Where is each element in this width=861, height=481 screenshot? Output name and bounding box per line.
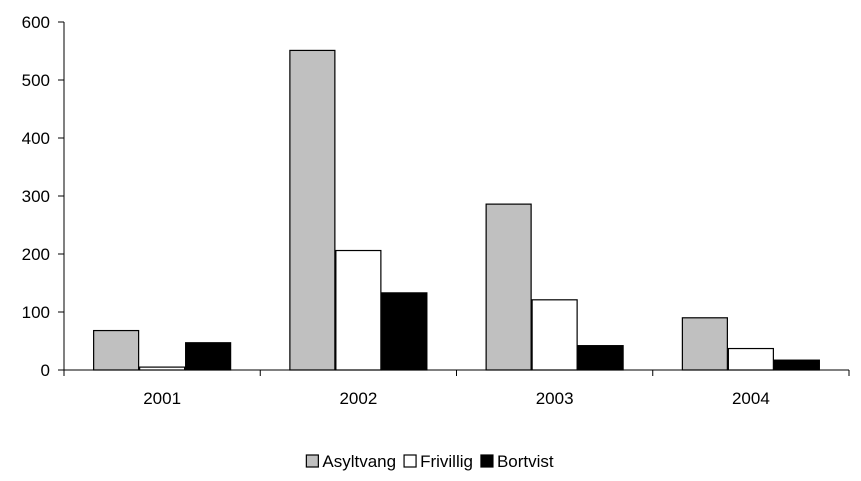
bar <box>773 359 820 371</box>
legend: Asyltvang Frivillig Bortvist <box>305 452 554 471</box>
bar <box>185 342 232 371</box>
y-tick-label: 600 <box>22 13 50 32</box>
bars <box>93 49 820 371</box>
legend-swatch <box>403 454 417 468</box>
legend-label: Frivillig <box>420 452 473 471</box>
legend-label: Asyltvang <box>322 452 396 471</box>
y-tick-label: 300 <box>22 187 50 206</box>
bar <box>485 203 532 371</box>
y-axis: 0 100 200 300 400 500 600 <box>22 13 65 380</box>
x-tick-label: 2003 <box>536 389 574 408</box>
bar <box>139 366 186 371</box>
bar <box>289 49 336 371</box>
legend-swatch <box>305 454 319 468</box>
x-axis: 2001 2002 2003 2004 <box>63 369 850 408</box>
x-tick-label: 2001 <box>143 389 181 408</box>
y-tick-label: 100 <box>22 303 50 322</box>
bar <box>577 345 624 371</box>
x-tick-label: 2004 <box>732 389 770 408</box>
legend-label: Bortvist <box>497 452 554 471</box>
y-tick-label: 400 <box>22 129 50 148</box>
y-tick-label: 500 <box>22 71 50 90</box>
bar <box>727 347 774 371</box>
y-tick-label: 200 <box>22 245 50 264</box>
bar <box>531 299 578 371</box>
legend-swatch <box>480 454 494 468</box>
y-tick-label: 0 <box>41 361 50 380</box>
bar <box>681 317 728 371</box>
bar <box>335 249 382 371</box>
bar <box>381 292 428 371</box>
bar <box>93 329 140 371</box>
x-tick-label: 2002 <box>339 389 377 408</box>
